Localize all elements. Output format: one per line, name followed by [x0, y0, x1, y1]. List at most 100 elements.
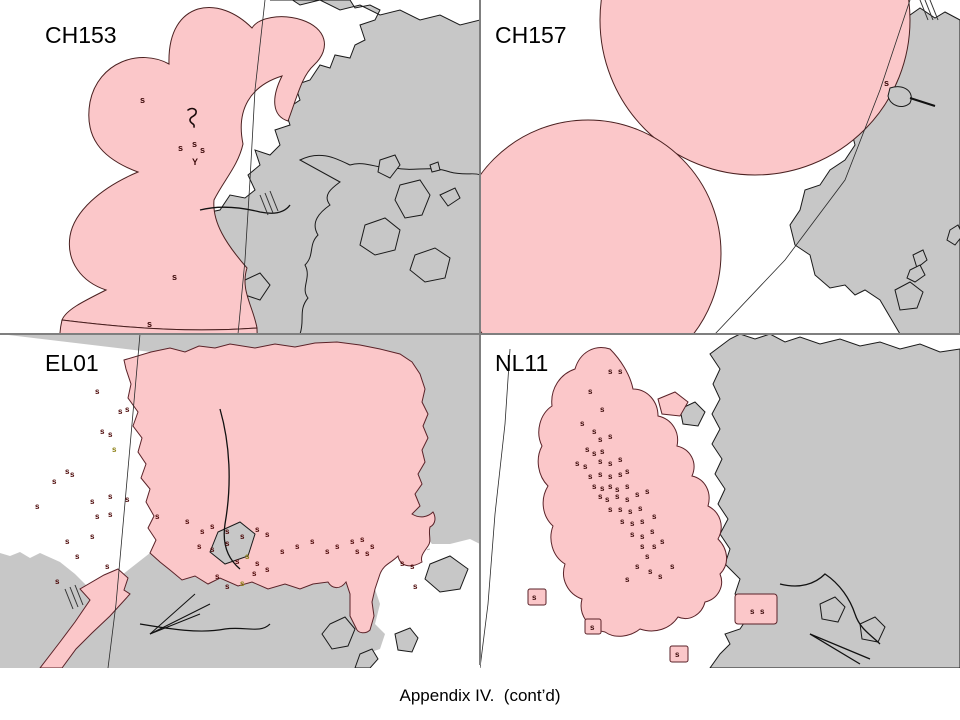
svg-text:s: s [608, 505, 613, 514]
svg-text:s: s [325, 547, 330, 556]
svg-text:s: s [105, 562, 110, 571]
svg-text:s: s [335, 542, 340, 551]
svg-text:s: s [608, 459, 613, 468]
svg-text:s: s [100, 427, 105, 436]
svg-text:s: s [210, 545, 215, 554]
svg-text:s: s [147, 319, 152, 329]
svg-text:s: s [235, 557, 240, 566]
svg-text:s: s [625, 495, 630, 504]
svg-text:s: s [215, 572, 220, 581]
svg-text:s: s [638, 504, 643, 513]
svg-text:s: s [645, 552, 650, 561]
svg-text:s: s [400, 559, 405, 568]
svg-text:s: s [760, 607, 765, 616]
svg-text:s: s [192, 139, 197, 149]
svg-text:s: s [598, 435, 603, 444]
svg-text:s: s [65, 537, 70, 546]
svg-text:s: s [155, 512, 160, 521]
svg-text:s: s [640, 532, 645, 541]
svg-text:s: s [185, 517, 190, 526]
svg-text:s: s [95, 512, 100, 521]
svg-text:s: s [608, 472, 613, 481]
svg-text:s: s [592, 482, 597, 491]
svg-text:s: s [628, 507, 633, 516]
svg-text:s: s [630, 519, 635, 528]
svg-text:s: s [225, 539, 230, 548]
svg-text:s: s [608, 482, 613, 491]
svg-text:s: s [108, 492, 113, 501]
svg-text:s: s [588, 387, 593, 396]
svg-text:s: s [413, 582, 418, 591]
svg-text:s: s [590, 623, 595, 632]
svg-text:s: s [598, 457, 603, 466]
svg-text:s: s [35, 502, 40, 511]
svg-text:s: s [630, 530, 635, 539]
svg-text:s: s [225, 527, 230, 536]
svg-text:s: s [625, 467, 630, 476]
svg-text:s: s [255, 559, 260, 568]
svg-text:s: s [592, 427, 597, 436]
svg-text:s: s [350, 537, 355, 546]
svg-text:s: s [532, 593, 537, 602]
svg-text:s: s [370, 542, 375, 551]
svg-text:s: s [240, 579, 245, 588]
svg-text:s: s [608, 367, 613, 376]
svg-text:s: s [648, 567, 653, 576]
svg-text:s: s [600, 405, 605, 414]
svg-text:s: s [70, 470, 75, 479]
svg-text:s: s [625, 575, 630, 584]
svg-text:s: s [265, 530, 270, 539]
svg-text:s: s [652, 512, 657, 521]
svg-text:s: s [670, 562, 675, 571]
svg-text:s: s [310, 537, 315, 546]
svg-text:s: s [652, 542, 657, 551]
svg-text:s: s [583, 462, 588, 471]
svg-text:s: s [645, 487, 650, 496]
svg-text:s: s [108, 430, 113, 439]
svg-text:s: s [140, 95, 145, 105]
svg-text:s: s [592, 449, 597, 458]
svg-text:s: s [200, 527, 205, 536]
svg-text:s: s [255, 525, 260, 534]
svg-text:s: s [658, 572, 663, 581]
svg-text:s: s [618, 455, 623, 464]
svg-text:s: s [95, 387, 100, 396]
svg-text:s: s [675, 650, 680, 659]
svg-text:s: s [265, 565, 270, 574]
svg-text:s: s [615, 492, 620, 501]
svg-text:s: s [240, 532, 245, 541]
svg-text:s: s [605, 495, 610, 504]
svg-text:s: s [118, 407, 123, 416]
svg-text:s: s [75, 552, 80, 561]
svg-text:s: s [750, 607, 755, 616]
svg-text:s: s [225, 582, 230, 591]
svg-text:s: s [650, 527, 655, 536]
svg-text:s: s [600, 447, 605, 456]
svg-text:s: s [355, 547, 360, 556]
svg-text:s: s [172, 272, 177, 282]
svg-text:s: s [884, 78, 889, 88]
svg-text:s: s [125, 405, 130, 414]
svg-text:s: s [575, 459, 580, 468]
svg-text:s: s [280, 547, 285, 556]
svg-text:s: s [618, 505, 623, 514]
svg-text:s: s [640, 542, 645, 551]
svg-text:s: s [112, 445, 117, 454]
svg-text:s: s [635, 562, 640, 571]
svg-text:s: s [580, 419, 585, 428]
svg-text:s: s [125, 495, 130, 504]
svg-text:s: s [252, 569, 257, 578]
svg-text:s: s [200, 145, 205, 155]
svg-text:s: s [620, 517, 625, 526]
svg-text:s: s [108, 510, 113, 519]
svg-text:s: s [598, 492, 603, 501]
svg-text:s: s [588, 472, 593, 481]
svg-text:s: s [210, 522, 215, 531]
svg-text:s: s [245, 552, 250, 561]
svg-text:s: s [618, 367, 623, 376]
svg-text:s: s [625, 482, 630, 491]
svg-text:s: s [178, 143, 183, 153]
svg-text:s: s [90, 532, 95, 541]
svg-text:s: s [55, 577, 60, 586]
svg-text:s: s [598, 470, 603, 479]
